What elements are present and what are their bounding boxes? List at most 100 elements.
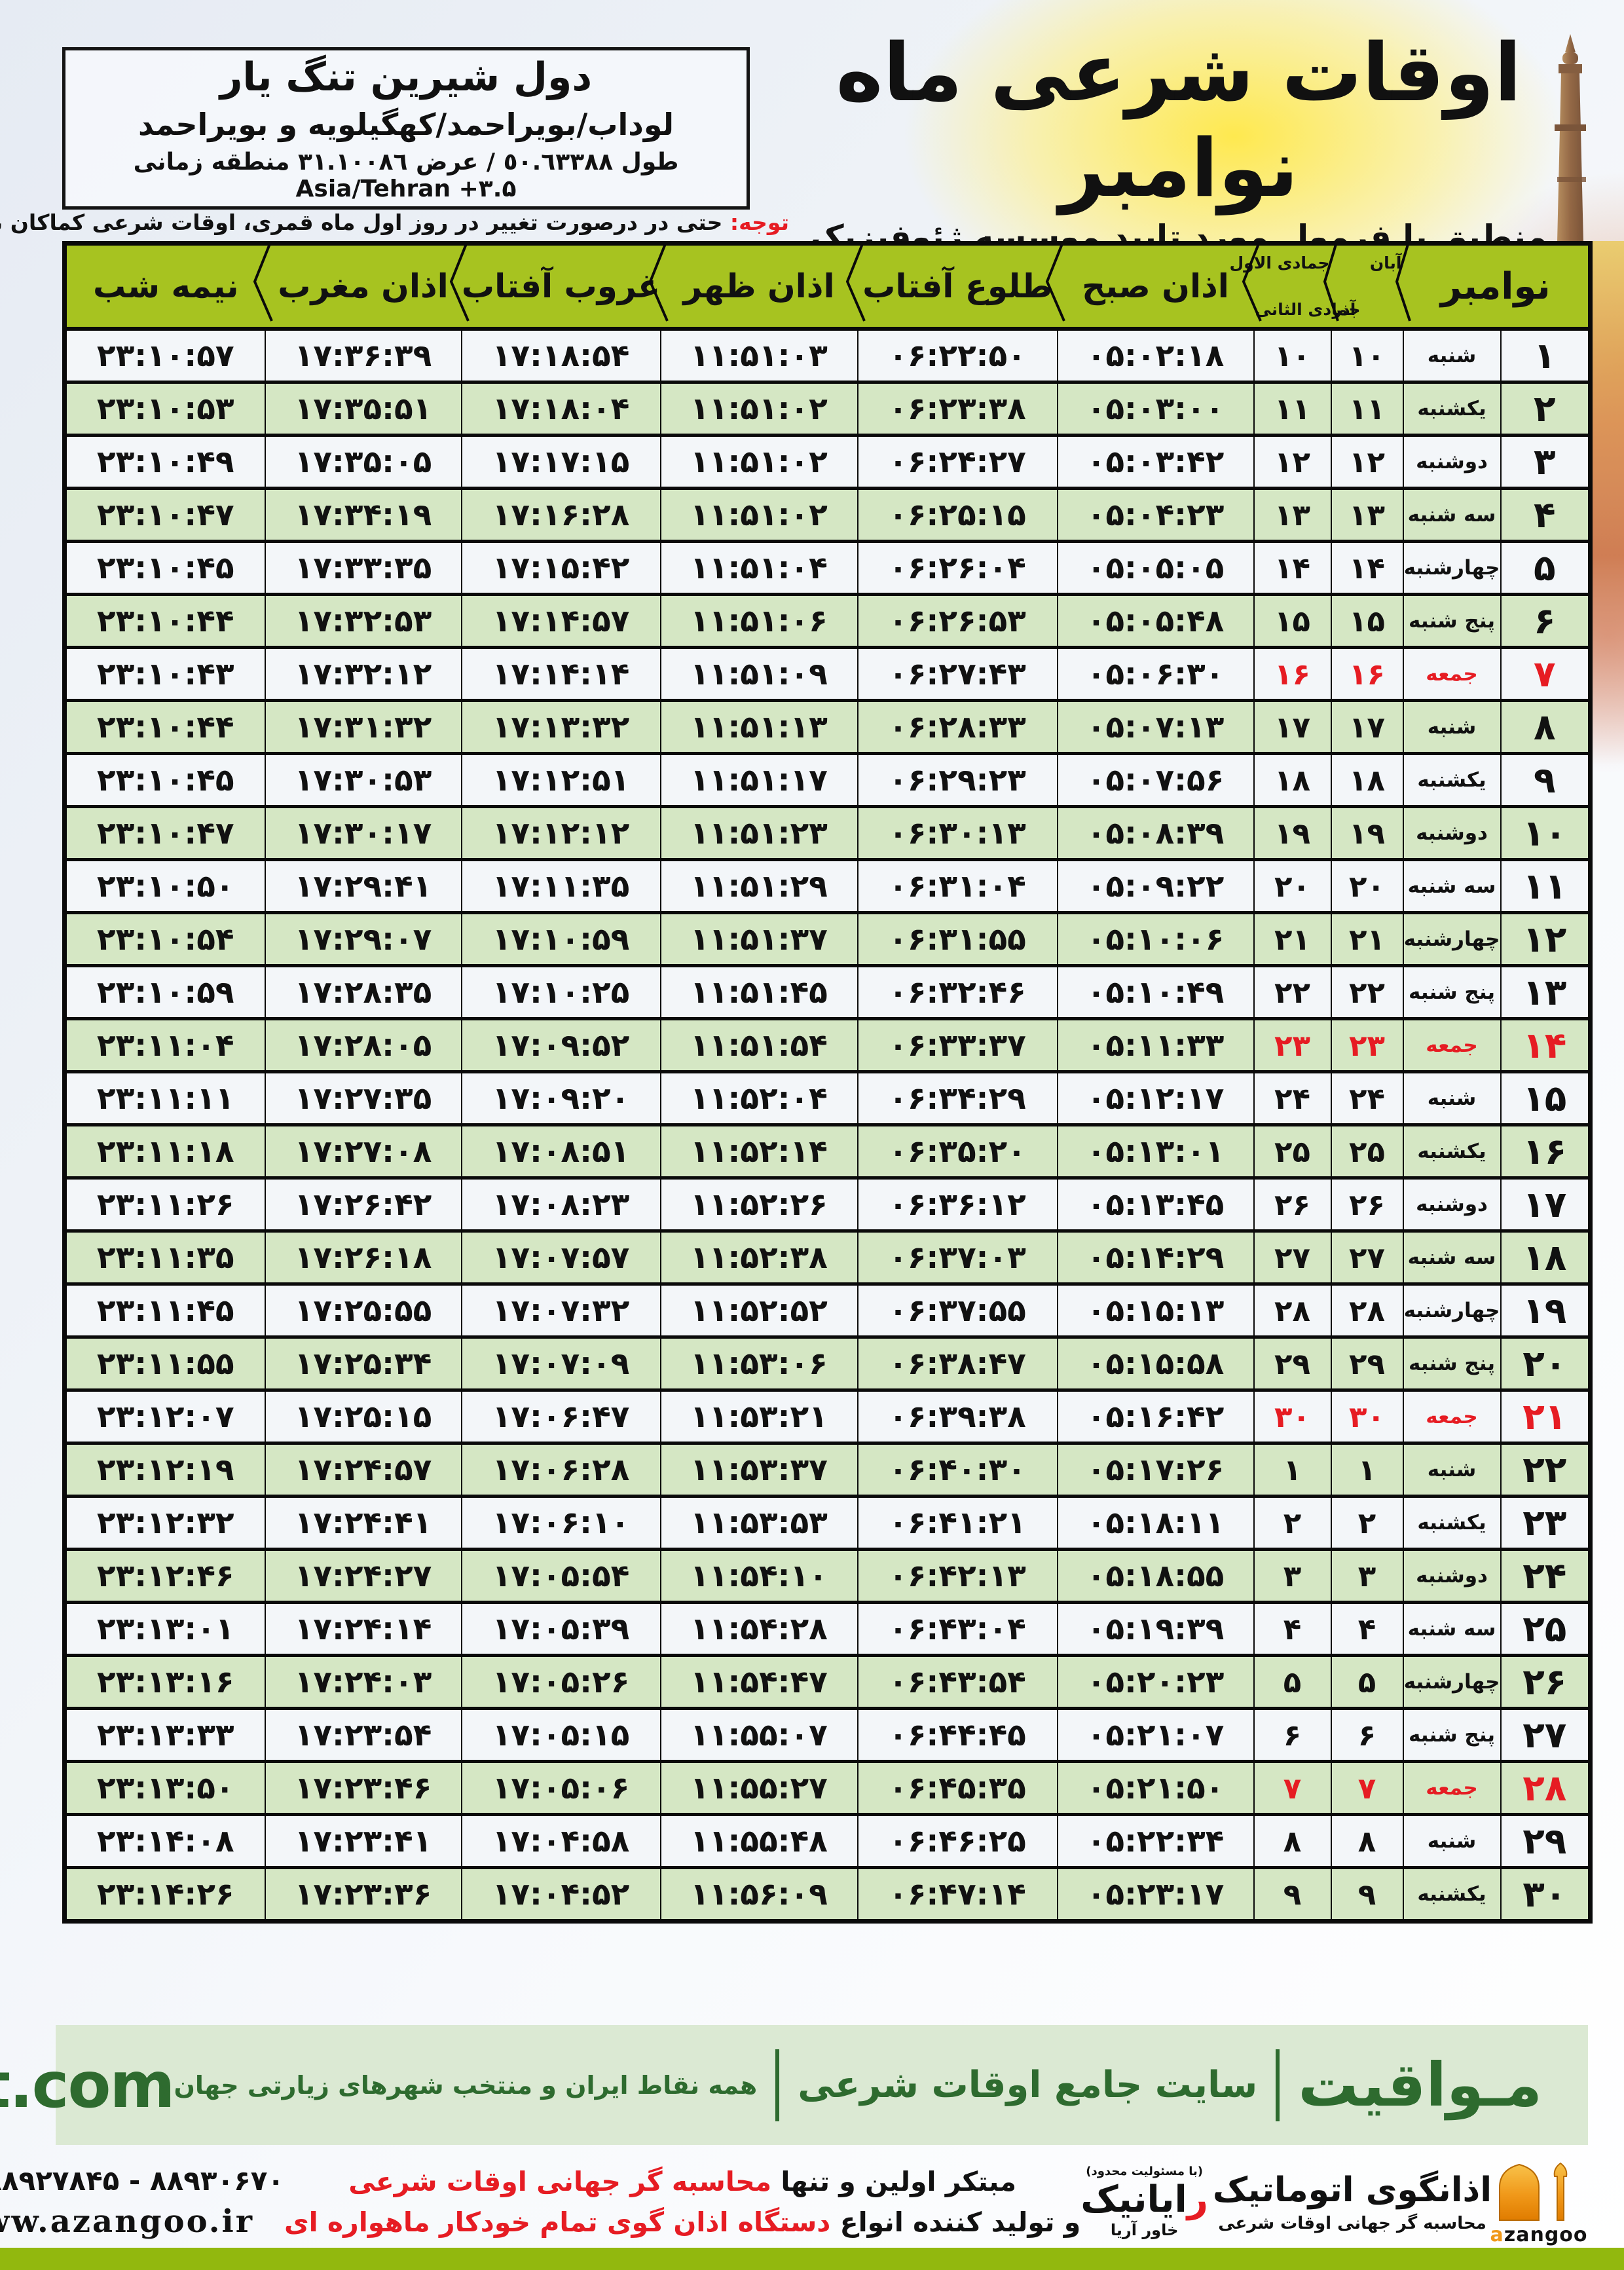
cell-weekday: پنج شنبه: [1402, 593, 1502, 648]
cell-maghrib: ۱۷:۲۹:۴۱: [264, 858, 462, 913]
cell-november-day: ۷: [1500, 646, 1591, 701]
rayanik-r: ر: [1187, 2178, 1208, 2221]
cell-november-day: ۹: [1500, 752, 1591, 807]
cell-persian-day: ۸: [1330, 1813, 1404, 1868]
cell-november-day: ۱۱: [1500, 858, 1591, 913]
cell-dhuhr: ۱۱:۵۱:۰۲: [659, 487, 858, 542]
cell-november-day: ۵: [1500, 540, 1591, 595]
table-row: ۳ دوشنبه ۱۲ ۱۲ ۰۵:۰۳:۴۲ ۰۶:۲۴:۲۷ ۱۱:۵۱:۰…: [64, 434, 1591, 489]
cell-november-day: ۲۲: [1500, 1442, 1591, 1497]
rayanik-subtitle: خاور آریا: [1110, 2221, 1179, 2239]
table-row: ۹ یکشنبه ۱۸ ۱۸ ۰۵:۰۷:۵۶ ۰۶:۲۹:۲۳ ۱۱:۵۱:۱…: [64, 752, 1591, 807]
cell-dhuhr: ۱۱:۵۵:۰۷: [659, 1707, 858, 1762]
cell-dhuhr: ۱۱:۵۳:۰۶: [659, 1335, 858, 1390]
azangoo-wordmark: اذانگوی اتوماتیک محاسبه گر جهانی اوقات ش…: [1212, 2170, 1492, 2233]
cell-midnight: ۲۳:۱۰:۵۴: [64, 911, 266, 966]
cell-maghrib: ۱۷:۳۴:۱۹: [264, 487, 462, 542]
cell-november-day: ۱: [1500, 327, 1591, 382]
cell-midnight: ۲۳:۱۱:۱۱: [64, 1070, 266, 1125]
cell-weekday: چهارشنبه: [1402, 1282, 1502, 1337]
rayanik-rest: ایانیک: [1080, 2178, 1187, 2221]
cell-fajr: ۰۵:۰۶:۳۰: [1056, 646, 1255, 701]
cell-sunset: ۱۷:۱۲:۱۲: [460, 805, 661, 860]
cell-fajr: ۰۵:۲۰:۲۳: [1056, 1654, 1255, 1709]
cell-sunrise: ۰۶:۲۶:۵۳: [857, 593, 1058, 648]
cell-sunrise: ۰۶:۳۱:۵۵: [857, 911, 1058, 966]
divider: [1276, 2049, 1280, 2121]
cell-november-day: ۲۹: [1500, 1813, 1591, 1868]
cell-weekday: شنبه: [1402, 327, 1502, 382]
cell-fajr: ۰۵:۰۵:۴۸: [1056, 593, 1255, 648]
cell-midnight: ۲۳:۱۰:۵۳: [64, 381, 266, 436]
cell-lunar-day: ۲۷: [1253, 1229, 1332, 1284]
cell-midnight: ۲۳:۱۰:۴۵: [64, 540, 266, 595]
cell-fajr: ۰۵:۰۸:۳۹: [1056, 805, 1255, 860]
cell-fajr: ۰۵:۱۵:۵۸: [1056, 1335, 1255, 1390]
cell-maghrib: ۱۷:۲۶:۴۲: [264, 1176, 462, 1231]
cell-dhuhr: ۱۱:۵۵:۴۸: [659, 1813, 858, 1868]
cell-dhuhr: ۱۱:۵۶:۰۹: [659, 1866, 858, 1922]
cell-weekday: چهارشنبه: [1402, 911, 1502, 966]
cell-maghrib: ۱۷:۲۸:۳۵: [264, 964, 462, 1019]
table-row: ۱۶ یکشنبه ۲۵ ۲۵ ۰۵:۱۳:۰۱ ۰۶:۳۵:۲۰ ۱۱:۵۲:…: [64, 1123, 1591, 1178]
cell-persian-day: ۳: [1330, 1548, 1404, 1603]
table-row: ۲۵ سه شنبه ۴ ۴ ۰۵:۱۹:۳۹ ۰۶:۴۳:۰۴ ۱۱:۵۴:۲…: [64, 1601, 1591, 1656]
azangoo-title-fa: اذانگوی اتوماتیک: [1212, 2170, 1492, 2210]
cell-weekday: سه شنبه: [1402, 1229, 1502, 1284]
cell-sunrise: ۰۶:۳۵:۲۰: [857, 1123, 1058, 1178]
cell-weekday: شنبه: [1402, 699, 1502, 754]
azangoo-dome-icon: [1499, 2162, 1568, 2221]
promo1-black: مبتکر اولین و تنها: [771, 2166, 1017, 2197]
cell-midnight: ۲۳:۱۱:۳۵: [64, 1229, 266, 1284]
cell-persian-day: ۱۵: [1330, 593, 1404, 648]
cell-dhuhr: ۱۱:۵۲:۲۶: [659, 1176, 858, 1231]
contact-details: ۰۲۱-۸۸۹۲۷۸۴۵ - ۸۸۹۳۰۶۷۰ www.azangoo.ir: [0, 2165, 284, 2240]
cell-lunar-day: ۵: [1253, 1654, 1332, 1709]
cell-november-day: ۳: [1500, 434, 1591, 489]
cell-persian-day: ۱۴: [1330, 540, 1404, 595]
cell-dhuhr: ۱۱:۵۱:۵۴: [659, 1017, 858, 1072]
cell-dhuhr: ۱۱:۵۲:۱۴: [659, 1123, 858, 1178]
azangoo-url: www.azangoo.ir: [0, 2203, 255, 2240]
cell-sunset: ۱۷:۱۰:۲۵: [460, 964, 661, 1019]
cell-fajr: ۰۵:۱۴:۲۹: [1056, 1229, 1255, 1284]
cell-november-day: ۳۰: [1500, 1866, 1591, 1922]
cell-dhuhr: ۱۱:۵۱:۳۷: [659, 911, 858, 966]
column-header-midnight: نیمه شب: [64, 243, 265, 331]
table-row: ۲۸ جمعه ۷ ۷ ۰۵:۲۱:۵۰ ۰۶:۴۵:۳۵ ۱۱:۵۵:۲۷ ۱…: [64, 1760, 1591, 1815]
azangoo-rest: zangoo: [1504, 2223, 1588, 2246]
cell-fajr: ۰۵:۱۳:۴۵: [1056, 1176, 1255, 1231]
cell-dhuhr: ۱۱:۵۱:۰۶: [659, 593, 858, 648]
cell-sunrise: ۰۶:۲۹:۲۳: [857, 752, 1058, 807]
table-row: ۲۴ دوشنبه ۳ ۳ ۰۵:۱۸:۵۵ ۰۶:۴۲:۱۳ ۱۱:۵۴:۱۰…: [64, 1548, 1591, 1603]
cell-sunrise: ۰۶:۳۸:۴۷: [857, 1335, 1058, 1390]
cell-weekday: جمعه: [1402, 1388, 1502, 1443]
column-header-lunar-month: جمادی الاول جمادی الثانی: [1229, 243, 1360, 331]
table-row: ۱۲ چهارشنبه ۲۱ ۲۱ ۰۵:۱۰:۰۶ ۰۶:۳۱:۵۵ ۱۱:۵…: [64, 911, 1591, 966]
cell-midnight: ۲۳:۱۳:۵۰: [64, 1760, 266, 1815]
cell-dhuhr: ۱۱:۵۱:۰۲: [659, 434, 858, 489]
cell-maghrib: ۱۷:۲۳:۴۶: [264, 1760, 462, 1815]
mavaqeet-url: mavaqeet.com: [0, 2048, 175, 2122]
azangoo-a: a: [1490, 2223, 1504, 2246]
cell-persian-day: ۲۵: [1330, 1123, 1404, 1178]
location-box: دول شیرین تنگ یار لوداب/بویراحمد/کهگیلوی…: [62, 47, 750, 210]
mavaqeet-tag1: سایت جامع اوقات شرعی: [798, 2064, 1258, 2106]
cell-sunrise: ۰۶:۳۷:۰۳: [857, 1229, 1058, 1284]
cell-sunset: ۱۷:۰۶:۴۷: [460, 1388, 661, 1443]
cell-dhuhr: ۱۱:۵۲:۵۲: [659, 1282, 858, 1337]
cell-sunset: ۱۷:۰۴:۵۸: [460, 1813, 661, 1868]
cell-sunrise: ۰۶:۳۹:۳۸: [857, 1388, 1058, 1443]
cell-lunar-day: ۲۸: [1253, 1282, 1332, 1337]
cell-midnight: ۲۳:۱۳:۳۳: [64, 1707, 266, 1762]
cell-persian-day: ۲۸: [1330, 1282, 1404, 1337]
cell-dhuhr: ۱۱:۵۱:۴۵: [659, 964, 858, 1019]
mavaqeet-tag2: همه نقاط ایران و منتخب شهرهای زیارتی جها…: [174, 2070, 758, 2100]
cell-persian-day: ۱۰: [1330, 327, 1404, 382]
cell-lunar-day: ۲۵: [1253, 1123, 1332, 1178]
cell-sunrise: ۰۶:۴۳:۰۴: [857, 1601, 1058, 1656]
table-row: ۱۵ شنبه ۲۴ ۲۴ ۰۵:۱۲:۱۷ ۰۶:۳۴:۲۹ ۱۱:۵۲:۰۴…: [64, 1070, 1591, 1125]
rayanik-name: رایانیک: [1080, 2178, 1208, 2221]
phone-number: ۰۲۱-۸۸۹۲۷۸۴۵ - ۸۸۹۳۰۶۷۰: [0, 2164, 285, 2197]
